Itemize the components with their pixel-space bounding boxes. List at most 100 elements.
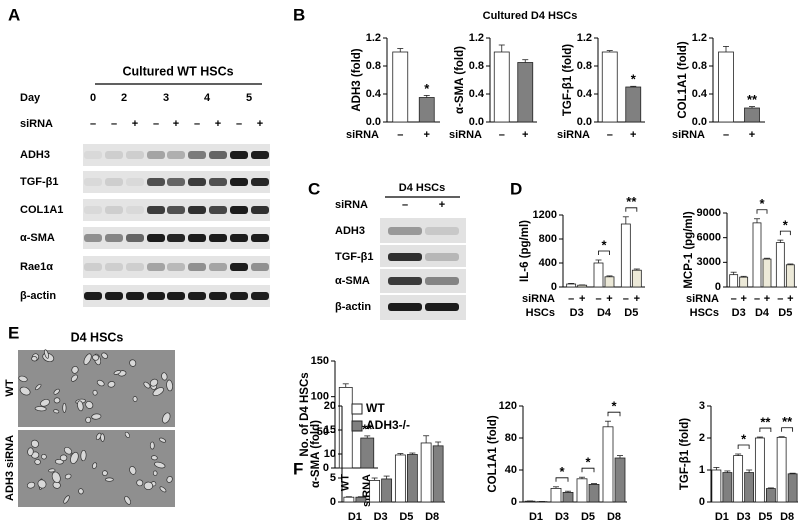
panel-label: B xyxy=(293,5,305,24)
gel-band xyxy=(251,292,269,300)
cell xyxy=(149,441,155,450)
legend-swatch xyxy=(351,403,363,415)
gel-band xyxy=(209,178,227,186)
gel-band xyxy=(167,178,185,186)
gel-band xyxy=(147,178,165,186)
gel-band xyxy=(230,151,248,159)
sirna-sign: + xyxy=(439,199,445,211)
series-sign: – xyxy=(568,293,574,305)
significance-bracket xyxy=(625,207,638,212)
x-tick-label: – xyxy=(397,129,403,141)
x-axis-label: HSCs xyxy=(526,307,555,319)
y-axis-label: α-SMA (fold) xyxy=(454,46,466,114)
series-sign: – xyxy=(623,293,629,305)
y-axis-label: No. of D4 HSCs xyxy=(299,372,311,456)
day-label: 0 xyxy=(90,92,96,104)
cell xyxy=(83,353,92,365)
y-axis-label: ADH3 (fold) xyxy=(351,48,363,111)
gel-band xyxy=(126,234,144,242)
gel-band xyxy=(209,234,227,242)
cell xyxy=(18,375,28,382)
x-tick-label: – xyxy=(723,129,729,141)
gel-band xyxy=(167,206,185,214)
bar xyxy=(392,51,409,123)
x-tick-label: D8 xyxy=(780,511,794,523)
image-label: ADH3 siRNA xyxy=(4,435,16,501)
bar xyxy=(718,51,734,123)
significance: ** xyxy=(626,194,637,209)
x-row-label: siRNA xyxy=(522,293,555,305)
series-sign: + xyxy=(787,293,793,305)
x-tick-label: D5 xyxy=(399,511,413,523)
micrograph xyxy=(18,430,175,507)
gel-band xyxy=(188,263,206,271)
gel-band xyxy=(84,206,102,214)
bar xyxy=(566,283,577,288)
bar xyxy=(752,222,762,288)
blot-band xyxy=(388,303,422,311)
gel-band xyxy=(84,178,102,186)
cell xyxy=(51,471,61,484)
day-label: 2 xyxy=(121,92,127,104)
y-tick-label: 1200 xyxy=(533,209,557,221)
x-axis-label: siRNA xyxy=(672,129,705,141)
legend-label: WT xyxy=(366,401,385,415)
day-label: 5 xyxy=(246,92,252,104)
y-tick-label: 0.0 xyxy=(469,116,484,128)
band-label: Rae1α xyxy=(20,261,53,273)
cell xyxy=(27,447,34,457)
band-label: ADH3 xyxy=(20,149,50,161)
bar xyxy=(776,436,787,503)
gel-band xyxy=(126,206,144,214)
y-tick-label: 0.8 xyxy=(366,60,381,72)
x-tick-label: D3 xyxy=(737,511,751,523)
x-tick-label: + xyxy=(630,129,636,141)
band-label: β-actin xyxy=(335,301,371,313)
x-axis-label: siRNA xyxy=(557,129,590,141)
gel-band xyxy=(105,263,123,271)
gel-band xyxy=(251,234,269,242)
cell xyxy=(159,486,167,493)
bar xyxy=(754,437,765,503)
y-tick-label: 0.0 xyxy=(366,116,381,128)
bar xyxy=(729,274,739,288)
bar xyxy=(562,491,574,503)
y-axis-label: TGF-β1 (fold) xyxy=(679,418,691,490)
gel-band xyxy=(126,151,144,159)
cell xyxy=(19,386,31,396)
x-tick-label: + xyxy=(522,129,528,141)
x-tick-label: D1 xyxy=(529,511,543,523)
series-sign: + xyxy=(764,293,770,305)
y-tick-label: 1.2 xyxy=(366,32,381,44)
gel-band xyxy=(188,178,206,186)
series-sign: – xyxy=(595,293,601,305)
gel-band xyxy=(230,178,248,186)
cell xyxy=(166,379,173,392)
cell xyxy=(132,396,138,402)
sirna-sign: + xyxy=(132,118,138,130)
cell xyxy=(59,454,68,462)
cell xyxy=(96,379,105,387)
x-tick-label: D5 xyxy=(624,307,638,319)
significance: * xyxy=(424,81,430,96)
cell xyxy=(53,397,61,404)
cell xyxy=(143,381,151,389)
series-sign: – xyxy=(731,293,737,305)
band-label: α-SMA xyxy=(335,275,370,287)
y-axis-label: COL1A1 (fold) xyxy=(487,415,499,492)
band-label: TGF-β1 xyxy=(335,251,374,263)
legend-swatch xyxy=(351,420,363,432)
image-label: WT xyxy=(4,379,16,396)
bar xyxy=(355,496,367,503)
y-tick-label: 800 xyxy=(539,233,557,245)
sirna-sign: – xyxy=(90,118,96,130)
bar xyxy=(406,454,418,503)
y-tick-label: 0.0 xyxy=(692,116,707,128)
series-sign: + xyxy=(634,293,640,305)
row-label: siRNA xyxy=(335,199,368,211)
bar xyxy=(588,483,600,503)
bar xyxy=(739,276,749,288)
cell xyxy=(70,451,79,464)
cell xyxy=(35,383,42,391)
significance: * xyxy=(759,196,765,211)
